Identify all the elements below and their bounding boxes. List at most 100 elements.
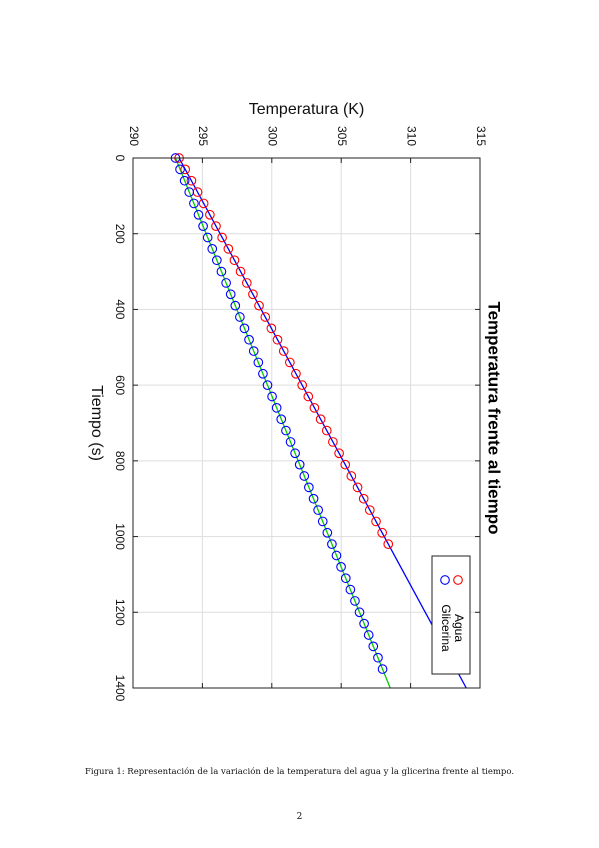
- y-axis-label: Temperatura (K): [249, 101, 365, 118]
- data-point: [377, 664, 388, 674]
- plot-background: [133, 158, 480, 688]
- data-point: [271, 403, 282, 413]
- data-point: [340, 459, 351, 470]
- legend-marker-glicerina: [440, 575, 450, 585]
- data-point: [186, 175, 197, 186]
- data-point: [303, 391, 314, 402]
- data-point: [297, 380, 308, 390]
- data-point: [321, 425, 332, 436]
- x-tick-label: 1000: [113, 523, 127, 550]
- y-tick-label: 290: [127, 126, 141, 146]
- data-point: [285, 437, 296, 447]
- data-point: [291, 368, 301, 379]
- data-point: [230, 300, 241, 311]
- data-point: [299, 471, 310, 481]
- data-point: [180, 164, 191, 175]
- data-point: [211, 255, 222, 266]
- data-point: [304, 482, 314, 493]
- data-point: [290, 448, 300, 459]
- x-tick-label: 800: [113, 451, 127, 471]
- data-point: [313, 505, 324, 515]
- data-point: [363, 630, 374, 640]
- data-point: [258, 368, 268, 379]
- y-tick-label: 305: [335, 126, 349, 146]
- legend-box: [431, 555, 471, 675]
- data-point: [211, 221, 221, 231]
- data-point: [371, 516, 381, 527]
- data-point: [315, 414, 326, 425]
- x-tick-label: 0: [113, 155, 127, 162]
- data-point: [241, 278, 252, 288]
- data-point: [266, 323, 277, 334]
- data-point: [193, 209, 204, 220]
- data-point: [346, 471, 357, 481]
- data-point: [373, 652, 383, 663]
- data-point: [276, 414, 287, 425]
- data-point: [364, 505, 375, 515]
- data-point: [235, 266, 246, 277]
- series-glicerina: [170, 153, 388, 674]
- data-point: [179, 175, 190, 186]
- data-point: [354, 607, 365, 618]
- data-point: [216, 266, 227, 277]
- data-point: [328, 437, 338, 447]
- data-point: [235, 312, 245, 322]
- data-point: [331, 550, 342, 561]
- data-point: [229, 255, 240, 266]
- data-point: [262, 380, 273, 390]
- y-tick-label: 310: [404, 126, 418, 146]
- data-point: [189, 198, 199, 209]
- data-point: [358, 493, 369, 504]
- data-point: [327, 539, 337, 549]
- data-point: [184, 187, 195, 197]
- figure-caption: Figura 1: Representación de la variación…: [84, 767, 515, 777]
- data-point: [294, 459, 305, 470]
- data-point: [322, 527, 333, 538]
- x-axis-label: Tiempo (s): [88, 385, 105, 461]
- legend-label-glicerina: Glicerina: [439, 604, 453, 652]
- y-tick-label: 315: [474, 126, 488, 146]
- data-point: [207, 244, 218, 254]
- y-tick-label: 300: [266, 126, 280, 146]
- data-point: [260, 312, 271, 322]
- data-point: [248, 346, 259, 356]
- data-point: [336, 562, 346, 572]
- data-point: [217, 232, 227, 243]
- data-point: [281, 425, 291, 436]
- data-point: [244, 334, 254, 345]
- data-point: [175, 164, 185, 175]
- x-tick-label: 600: [113, 375, 127, 395]
- data-point: [267, 391, 277, 402]
- data-point: [368, 641, 379, 652]
- data-point: [278, 346, 289, 356]
- chart-title: Temperatura frente al tiempo: [485, 301, 504, 534]
- data-point: [334, 448, 344, 459]
- data-point: [345, 584, 356, 595]
- plot-area: 0 200 400 600 800 1000 1200 1400 290 295 300 305 310…: [88, 101, 504, 701]
- data-point: [359, 618, 369, 629]
- axes-box: [132, 157, 481, 689]
- data-point: [317, 516, 328, 527]
- data-point: [239, 323, 250, 334]
- data-point: [340, 573, 351, 584]
- data-point: [272, 334, 283, 345]
- data-point: [377, 527, 387, 538]
- series-agua: [174, 153, 394, 549]
- x-tick-label: 1200: [113, 599, 127, 626]
- data-point: [248, 289, 258, 300]
- legend-label-agua: Agua: [452, 614, 466, 642]
- legend-marker-agua: [453, 575, 463, 585]
- data-point: [383, 539, 394, 549]
- data-point: [253, 357, 264, 368]
- x-tick-label: 400: [113, 299, 127, 319]
- x-tick-label: 200: [113, 224, 127, 244]
- data-point: [352, 482, 363, 493]
- data-point: [202, 232, 213, 243]
- data-point: [198, 198, 209, 209]
- data-point: [225, 289, 236, 300]
- data-point: [221, 278, 231, 288]
- y-tick-label: 295: [196, 126, 210, 146]
- data-point: [284, 357, 295, 368]
